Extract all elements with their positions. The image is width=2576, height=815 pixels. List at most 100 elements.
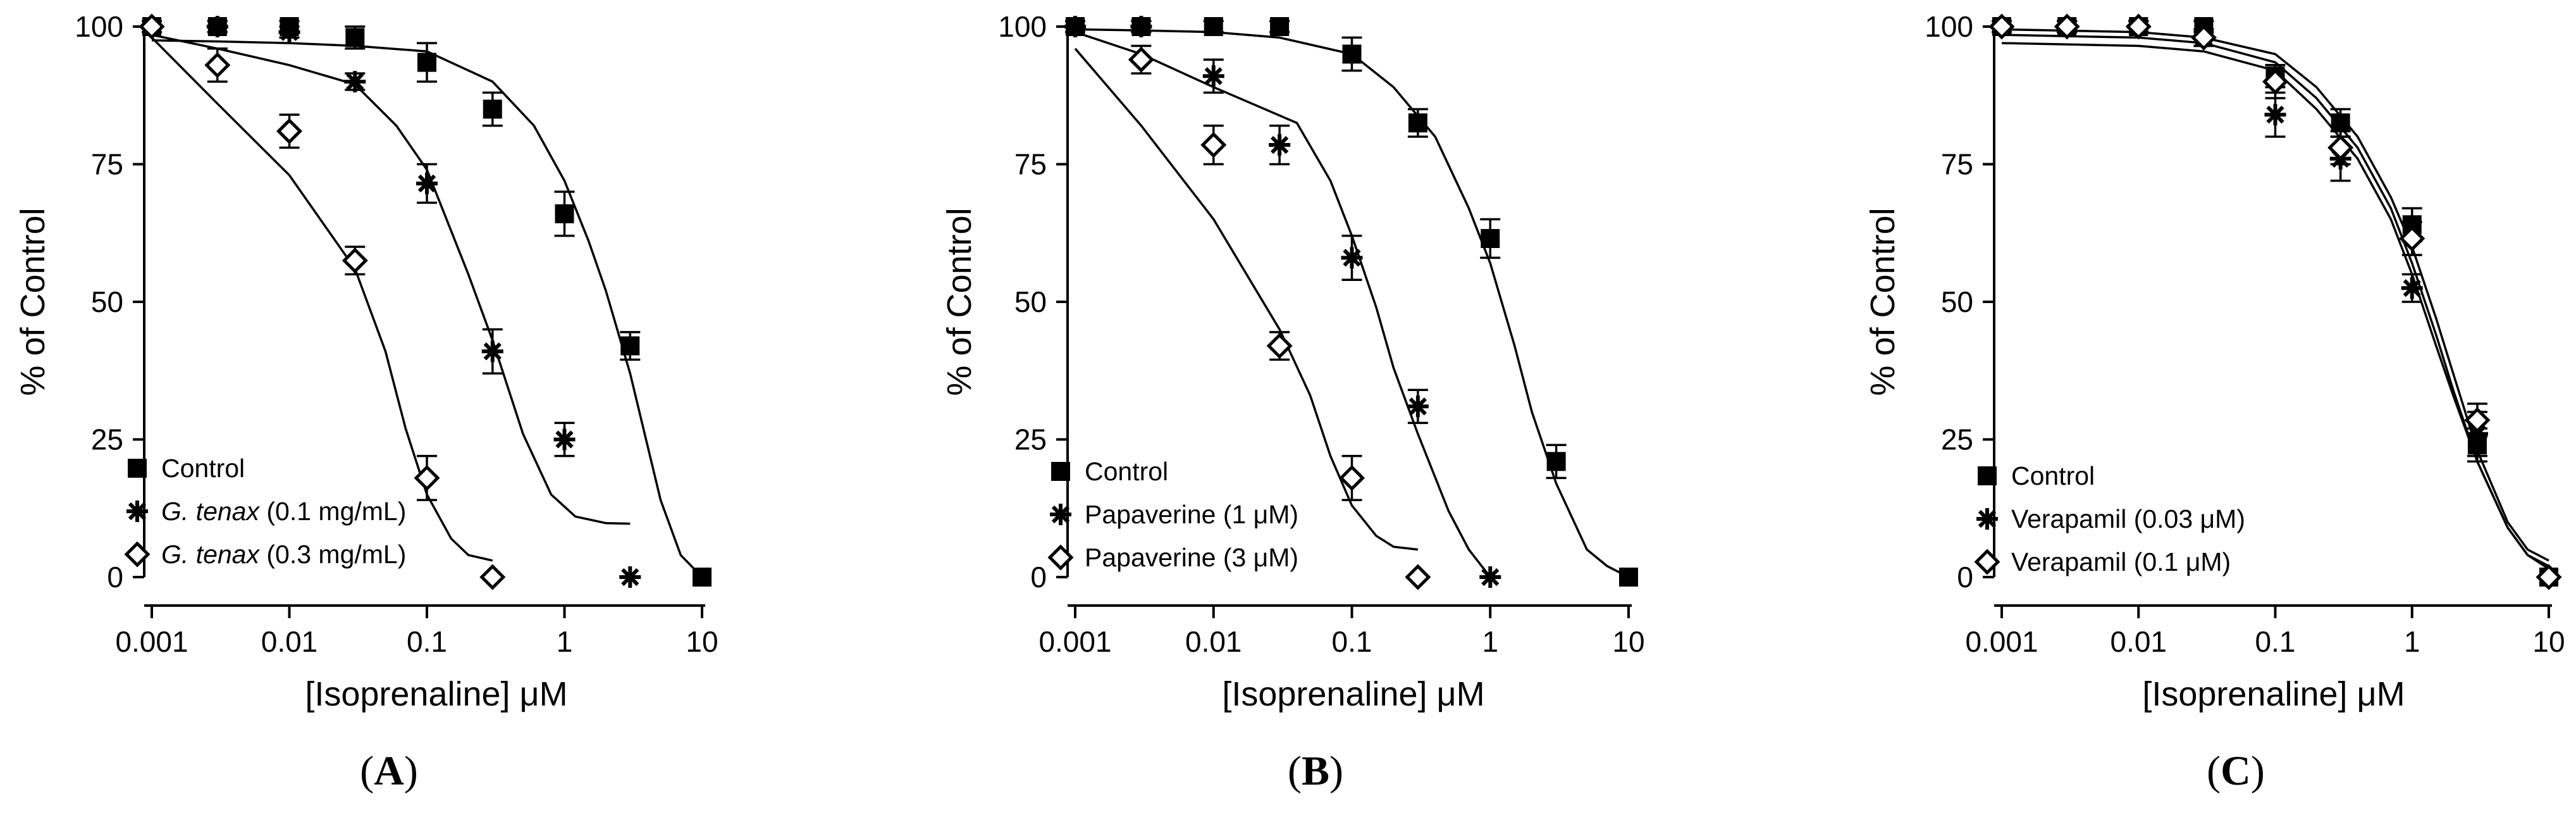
data-point-square — [620, 336, 640, 356]
legend-marker-square — [128, 459, 147, 478]
data-point-square — [1481, 228, 1500, 248]
panel-label: (C) — [2207, 748, 2265, 794]
asterisk-stroke — [1066, 17, 1085, 36]
panel-c: 0 25 50 75 100 0.001 0.01 0.1 1 10 [Isoprenaline] … — [1864, 10, 2565, 794]
asterisk-stroke — [280, 23, 299, 41]
data-point-square — [483, 99, 502, 119]
asterisk-stroke — [1343, 249, 1361, 267]
asterisk-stroke — [483, 342, 502, 361]
legend-marker-square — [1978, 466, 1997, 485]
y-tick-label: 0 — [107, 561, 123, 594]
data-point-square — [345, 28, 365, 47]
x-axis-title: [Isoprenaline] μM — [305, 675, 567, 713]
legend-label: Papaverine (3 μM) — [1085, 543, 1298, 572]
asterisk-stroke — [1204, 67, 1223, 85]
panel-label: (A) — [360, 748, 418, 794]
legend-label: Control — [1085, 457, 1168, 486]
y-tick-label: 100 — [75, 10, 123, 43]
asterisk-stroke — [1481, 568, 1500, 587]
x-tick-label: 0.01 — [2110, 625, 2167, 658]
data-point-diamond — [1405, 564, 1431, 590]
y-tick-label: 50 — [91, 285, 123, 318]
data-point-square — [1546, 452, 1566, 471]
asterisk-stroke — [555, 430, 574, 449]
fit-curve — [1075, 28, 1629, 578]
data-point-diamond — [276, 118, 303, 144]
panel-b: 0 25 50 75 100 0.001 0.01 0.1 1 10 [Isoprenaline] … — [940, 10, 1645, 794]
data-point-asterisk — [2264, 104, 2286, 126]
asterisk-stroke — [1270, 135, 1289, 154]
asterisk-stroke — [1132, 17, 1150, 36]
x-tick-label: 1 — [557, 625, 573, 658]
data-point-diamond — [342, 247, 368, 274]
data-point-diamond — [2399, 225, 2425, 252]
legend-label: Verapamil (0.03 μM) — [2011, 504, 2245, 533]
legend-marker-diamond — [1047, 544, 1074, 571]
y-tick-label: 0 — [1957, 561, 1973, 594]
legend-label: G. tenax (0.1 mg/mL) — [161, 497, 406, 526]
series-diamond — [1988, 13, 2562, 590]
x-tick-label: 0.01 — [261, 625, 318, 658]
legend-marker-diamond — [124, 541, 151, 568]
x-tick-label: 10 — [2532, 625, 2565, 658]
fit-curve — [151, 34, 631, 525]
data-point-asterisk — [344, 71, 366, 92]
x-tick-label: 0.001 — [115, 625, 188, 658]
asterisk-stroke — [128, 502, 147, 521]
asterisk-stroke — [621, 568, 639, 587]
y-tick-label: 0 — [1030, 561, 1047, 594]
x-tick-label: 10 — [1612, 625, 1644, 658]
y-axis-title: % of Control — [14, 208, 52, 395]
data-point-diamond — [2125, 13, 2152, 40]
data-point-asterisk — [1341, 247, 1363, 269]
data-point-asterisk — [481, 340, 503, 363]
data-point-square — [1408, 113, 1427, 133]
series-asterisk — [1064, 16, 1501, 588]
data-point-asterisk — [2401, 277, 2423, 299]
asterisk-stroke — [417, 174, 436, 193]
y-tick-label: 75 — [91, 148, 123, 181]
legend: Control G. tenax (0.1 mg/mL) G. tenax (0.3… — [124, 454, 406, 569]
y-tick-label: 25 — [91, 423, 123, 456]
data-point-diamond — [204, 52, 231, 78]
legend-marker-asterisk — [126, 501, 148, 522]
panel-a: 0 25 50 75 100 0.001 0.01 0.1 1 10 [Isoprenaline] … — [14, 10, 718, 794]
asterisk-stroke — [1408, 397, 1427, 416]
y-tick-label: 75 — [1941, 148, 1973, 181]
legend: Control Verapamil (0.03 μM) Verapamil (0.1… — [1974, 461, 2245, 576]
x-tick-label: 1 — [2404, 625, 2420, 658]
data-point-asterisk — [1407, 395, 1429, 418]
data-point-diamond — [1338, 464, 1365, 491]
legend-marker-asterisk — [1976, 508, 1998, 530]
legend-marker-square — [1051, 462, 1070, 481]
data-point-asterisk — [278, 21, 300, 43]
y-tick-label: 100 — [1925, 10, 1973, 43]
fit-curve — [2001, 28, 2549, 562]
data-point-square — [1619, 568, 1638, 587]
data-point-diamond — [2464, 407, 2491, 433]
fit-curve — [151, 39, 703, 578]
series-asterisk — [1991, 16, 2560, 588]
fit-curve — [1074, 47, 1419, 551]
data-point-square — [417, 53, 436, 72]
data-point-asterisk — [553, 428, 576, 451]
data-point-diamond — [2262, 68, 2289, 95]
y-tick-label: 25 — [1014, 423, 1047, 456]
data-point-diamond — [1128, 46, 1154, 73]
data-point-diamond — [1200, 132, 1227, 158]
asterisk-stroke — [1051, 505, 1070, 524]
x-tick-label: 0.01 — [1185, 625, 1242, 658]
x-axis-title: [Isoprenaline] μM — [2142, 675, 2405, 713]
data-point-asterisk — [1130, 16, 1152, 37]
x-tick-label: 0.1 — [407, 625, 447, 658]
data-point-asterisk — [1064, 16, 1086, 37]
y-tick-label: 75 — [1014, 148, 1047, 181]
asterisk-stroke — [346, 72, 364, 91]
x-tick-label: 0.001 — [1965, 625, 2038, 658]
data-point-square — [693, 568, 712, 587]
data-point-asterisk — [1202, 65, 1224, 87]
data-point-asterisk — [1479, 566, 1501, 588]
data-point-diamond — [479, 564, 506, 590]
x-tick-label: 0.1 — [2255, 625, 2296, 658]
